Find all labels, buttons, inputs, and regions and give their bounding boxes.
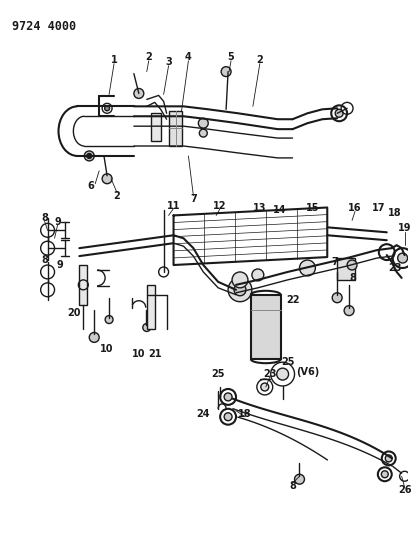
Circle shape bbox=[105, 316, 113, 324]
Text: 6: 6 bbox=[88, 181, 95, 191]
Text: 17: 17 bbox=[372, 204, 386, 214]
Text: 11: 11 bbox=[167, 200, 180, 211]
Text: 25: 25 bbox=[211, 369, 225, 379]
Bar bbox=[169, 111, 182, 146]
Bar bbox=[147, 285, 155, 329]
Text: 4: 4 bbox=[185, 52, 192, 62]
Circle shape bbox=[224, 393, 232, 401]
Text: 3: 3 bbox=[165, 56, 172, 67]
Text: 18: 18 bbox=[388, 208, 402, 219]
Text: 18: 18 bbox=[238, 409, 252, 419]
Text: 24: 24 bbox=[196, 409, 210, 419]
Text: 9: 9 bbox=[54, 217, 61, 228]
Circle shape bbox=[228, 278, 252, 302]
Circle shape bbox=[105, 106, 110, 111]
Text: 1: 1 bbox=[111, 55, 118, 64]
Text: 25: 25 bbox=[281, 357, 294, 367]
Bar bbox=[337, 258, 355, 280]
Text: 10: 10 bbox=[132, 349, 145, 359]
Circle shape bbox=[277, 368, 289, 380]
Text: 10: 10 bbox=[100, 344, 114, 354]
Circle shape bbox=[41, 223, 55, 237]
Text: 8: 8 bbox=[41, 213, 48, 223]
Circle shape bbox=[332, 293, 342, 303]
Text: 21: 21 bbox=[148, 349, 162, 359]
Bar bbox=[79, 265, 87, 305]
Text: 9724 4000: 9724 4000 bbox=[12, 20, 76, 33]
Text: 7: 7 bbox=[190, 193, 197, 204]
Bar bbox=[251, 295, 281, 359]
Text: 7: 7 bbox=[332, 257, 339, 267]
Circle shape bbox=[261, 383, 269, 391]
Circle shape bbox=[199, 118, 208, 128]
Circle shape bbox=[335, 109, 343, 117]
Text: 12: 12 bbox=[213, 200, 227, 211]
Circle shape bbox=[224, 413, 232, 421]
Text: 2: 2 bbox=[256, 55, 263, 64]
Text: 5: 5 bbox=[228, 52, 234, 62]
Text: 23: 23 bbox=[388, 263, 402, 273]
Text: 26: 26 bbox=[398, 485, 411, 495]
Circle shape bbox=[252, 269, 264, 281]
Text: 8: 8 bbox=[41, 255, 48, 265]
Text: 19: 19 bbox=[398, 223, 411, 233]
Text: 2: 2 bbox=[114, 191, 120, 200]
Text: 8: 8 bbox=[350, 273, 356, 283]
Text: 8: 8 bbox=[289, 481, 296, 491]
Circle shape bbox=[221, 67, 231, 77]
Circle shape bbox=[344, 305, 354, 316]
Circle shape bbox=[89, 333, 99, 342]
Circle shape bbox=[143, 324, 151, 332]
Circle shape bbox=[295, 474, 305, 484]
Circle shape bbox=[41, 241, 55, 255]
Circle shape bbox=[134, 88, 144, 99]
Circle shape bbox=[41, 265, 55, 279]
Text: 9: 9 bbox=[56, 260, 63, 270]
Circle shape bbox=[41, 283, 55, 297]
Text: (V6): (V6) bbox=[296, 367, 319, 377]
Text: 22: 22 bbox=[286, 295, 299, 305]
Circle shape bbox=[199, 129, 207, 137]
Text: 16: 16 bbox=[348, 204, 362, 214]
Text: 14: 14 bbox=[273, 205, 286, 215]
Circle shape bbox=[84, 151, 94, 161]
Bar bbox=[151, 114, 161, 141]
Text: 15: 15 bbox=[306, 204, 319, 214]
Circle shape bbox=[381, 471, 388, 478]
Circle shape bbox=[347, 260, 357, 270]
Circle shape bbox=[398, 253, 408, 263]
Text: 23: 23 bbox=[263, 369, 277, 379]
Text: 13: 13 bbox=[253, 204, 267, 214]
Text: 20: 20 bbox=[68, 308, 81, 318]
Circle shape bbox=[232, 272, 248, 288]
Text: 2: 2 bbox=[145, 52, 152, 62]
Circle shape bbox=[385, 455, 392, 462]
Circle shape bbox=[87, 154, 92, 158]
Circle shape bbox=[300, 260, 315, 276]
Circle shape bbox=[234, 284, 246, 296]
Circle shape bbox=[102, 174, 112, 184]
